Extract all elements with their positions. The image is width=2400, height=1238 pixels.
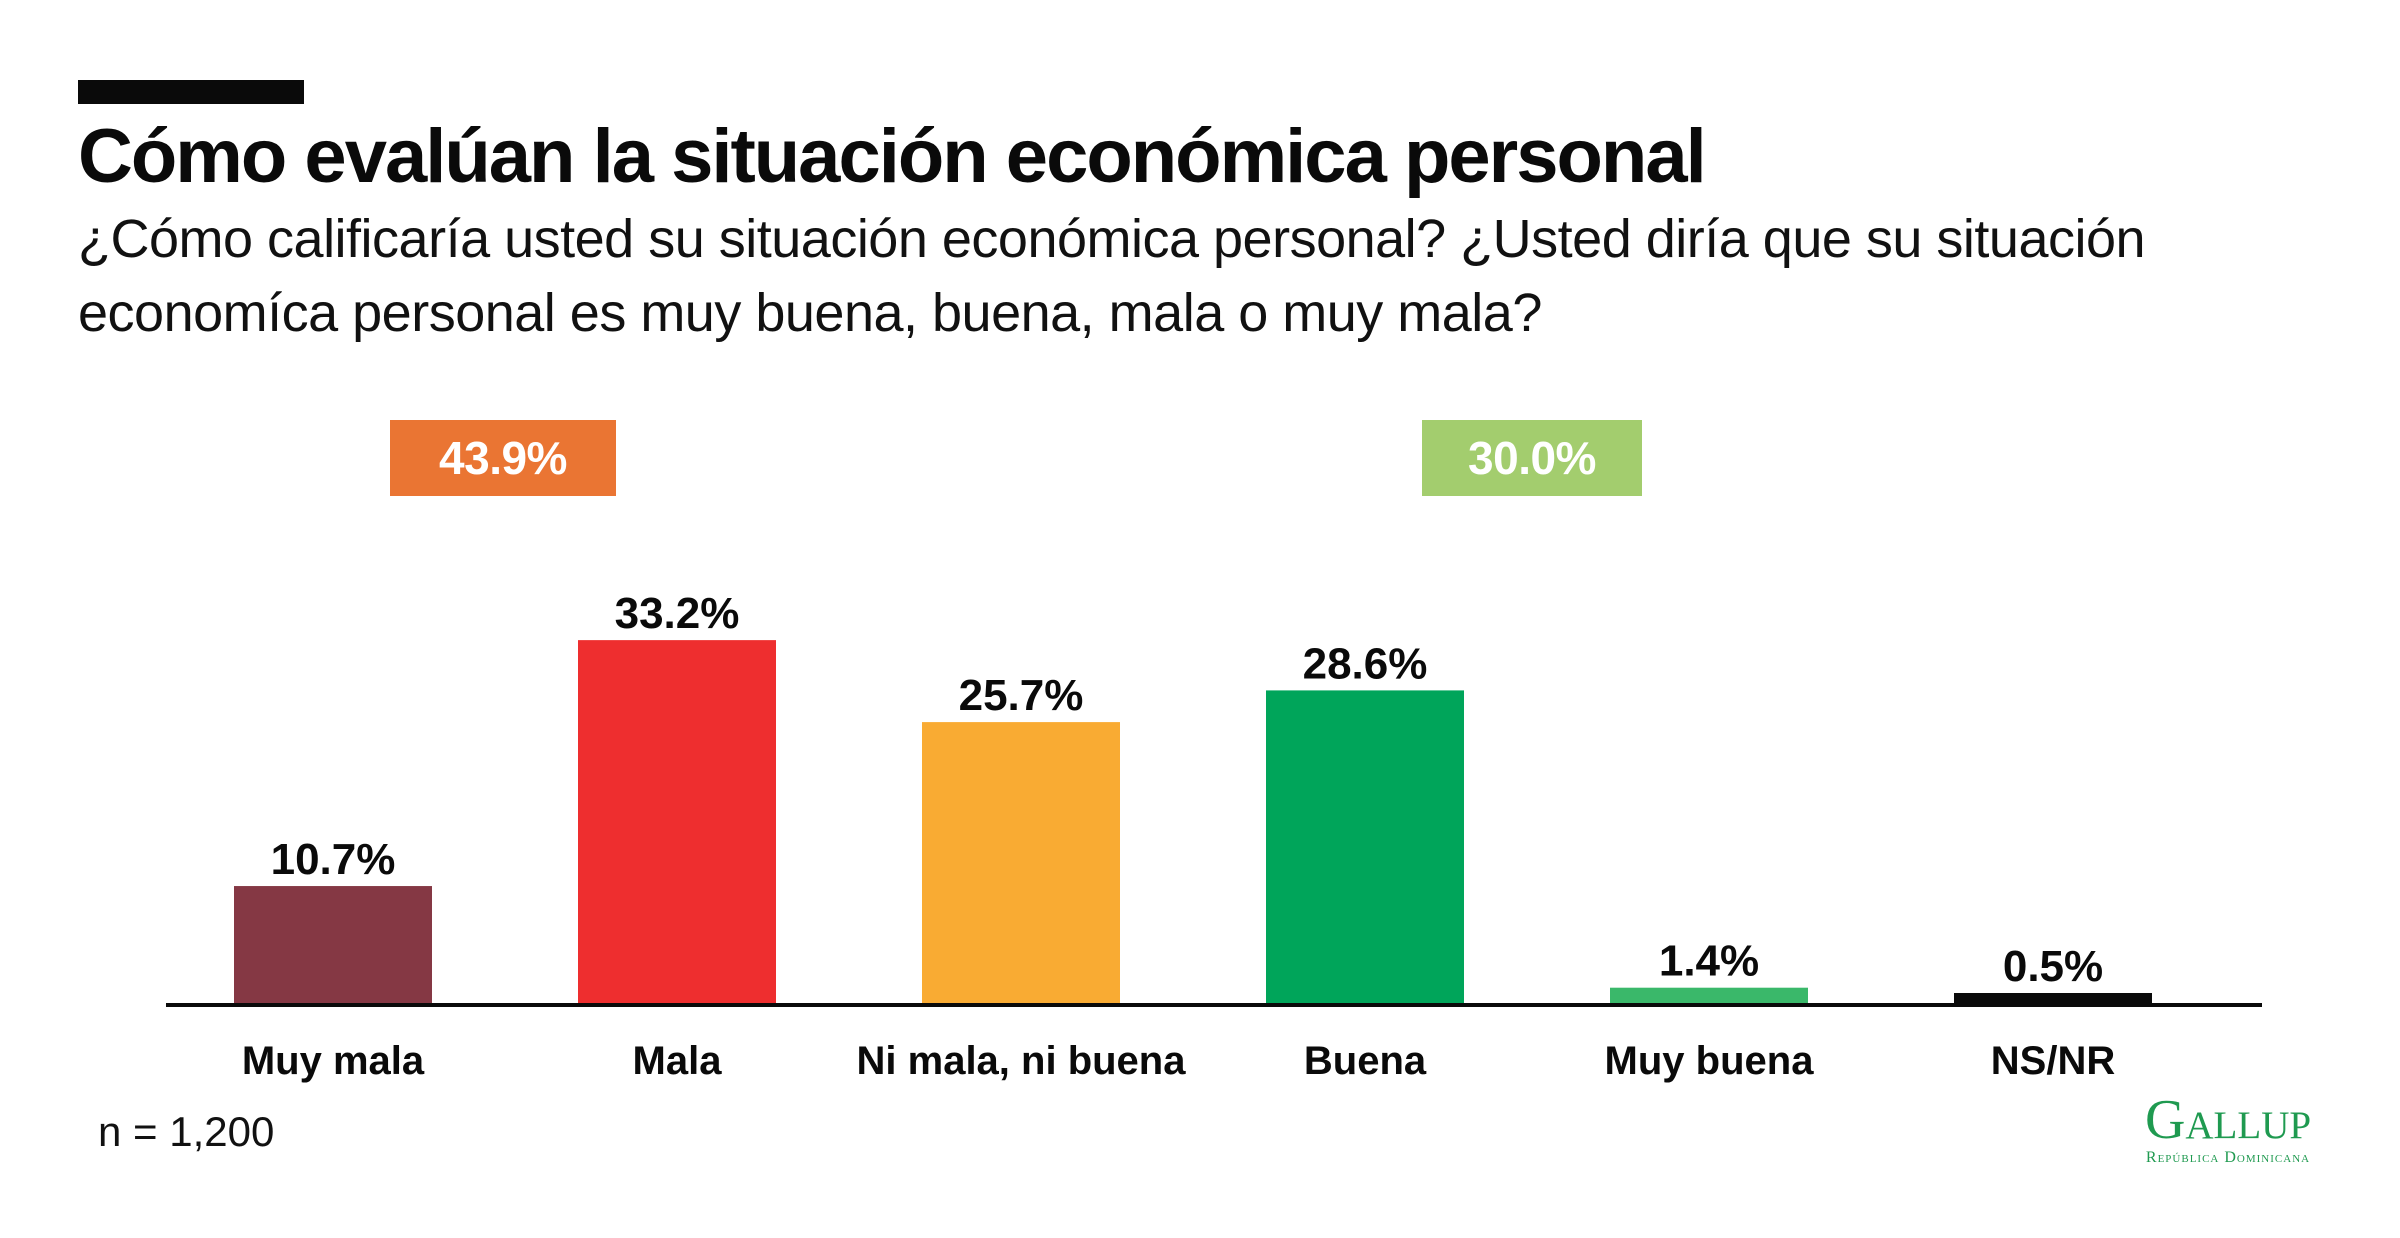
bar-value-label: 25.7%	[959, 671, 1084, 720]
logo-subtitle: República Dominicana	[2145, 1149, 2311, 1166]
category-label: Buena	[1304, 1039, 1427, 1083]
chart-subtitle: ¿Cómo calificaría usted su situación eco…	[78, 209, 2146, 343]
category-label: Muy mala	[242, 1039, 425, 1083]
bar-value-label: 1.4%	[1659, 937, 1759, 986]
bar-value-label: 0.5%	[2003, 942, 2103, 991]
bar-muy-buena	[1610, 987, 1808, 1003]
gallup-logo: Gallup República Dominicana	[2108, 1092, 2348, 1168]
title-accent-bar	[78, 80, 304, 104]
bar-mala	[578, 640, 776, 1003]
sample-size: n = 1,200	[98, 1108, 275, 1155]
category-label: Mala	[633, 1039, 723, 1083]
category-label: NS/NR	[1991, 1039, 2116, 1083]
bar-buena	[1266, 690, 1464, 1003]
chart-title: Cómo evalúan la situación económica pers…	[78, 114, 1707, 199]
bar-value-label: 28.6%	[1303, 639, 1428, 688]
bar-ni-mala-ni-buena	[922, 722, 1120, 1003]
bar-value-label: 33.2%	[615, 589, 740, 638]
logo-wordmark: Gallup	[2144, 1089, 2312, 1151]
bar-muy-mala	[234, 886, 432, 1003]
positive-total-badge: 30.0%	[1422, 420, 1642, 496]
bar-value-label: 10.7%	[271, 835, 396, 884]
category-label: Ni mala, ni buena	[857, 1039, 1187, 1083]
bar-ns-nr	[1954, 993, 2152, 1003]
category-label: Muy buena	[1605, 1039, 1815, 1083]
negative-total-badge: 43.9%	[390, 420, 616, 496]
